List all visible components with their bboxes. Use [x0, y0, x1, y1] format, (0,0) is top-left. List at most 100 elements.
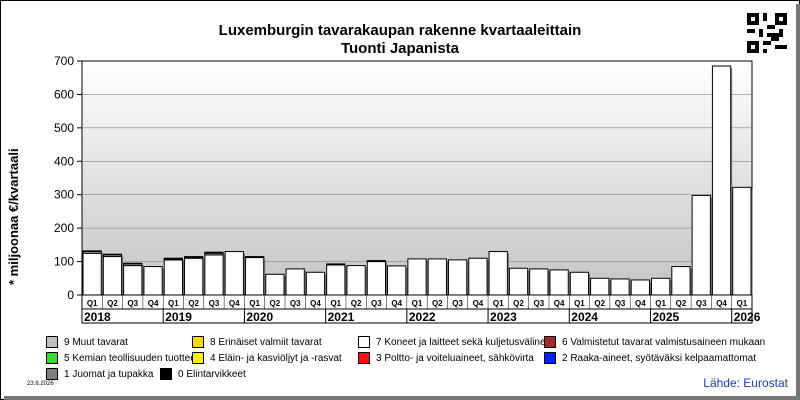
- bar-segment: [285, 268, 305, 296]
- legend-item: 9 Muut tavarat: [46, 336, 128, 348]
- legend-swatch: [544, 336, 556, 348]
- bar-segment: [387, 265, 407, 296]
- quarter-tick-label: Q4: [716, 299, 727, 308]
- bar-segment: [102, 253, 123, 256]
- bar-segment: [305, 271, 326, 296]
- legend-swatch: [160, 368, 172, 380]
- year-tick-label: 2026: [734, 310, 761, 324]
- quarter-tick-label: Q3: [696, 299, 707, 308]
- y-tick-label: 600: [54, 87, 74, 101]
- legend-label: 9 Muut tavarat: [64, 336, 128, 348]
- bar-segment: [569, 271, 590, 296]
- year-band: [81, 308, 753, 324]
- quarter-tick-label: Q1: [168, 299, 179, 308]
- year-tick-label: 2019: [165, 310, 192, 324]
- bar-segment: [204, 251, 224, 254]
- bar-segment: [651, 277, 671, 296]
- quarter-tick-label: Q4: [635, 299, 646, 308]
- bar-segment: [610, 278, 630, 296]
- legend-swatch: [358, 336, 370, 348]
- quarter-tick-label: Q1: [737, 299, 748, 308]
- bar-segment: [711, 65, 732, 296]
- quarter-tick-label: Q4: [554, 299, 565, 308]
- quarter-tick-label: Q1: [655, 299, 666, 308]
- quarter-tick-label: Q1: [574, 299, 585, 308]
- quarter-tick-label: Q1: [249, 299, 260, 308]
- quarter-tick-label: Q2: [107, 299, 118, 308]
- bar-segment: [123, 262, 143, 265]
- bar-segment: [102, 256, 123, 296]
- quarter-tick-label: Q2: [270, 299, 281, 308]
- quarter-tick-label: Q2: [676, 299, 687, 308]
- bar-segment: [691, 194, 711, 296]
- bar-segment: [244, 256, 265, 259]
- y-tick-label: 300: [54, 188, 74, 202]
- quarter-tick-label: Q4: [229, 299, 240, 308]
- bar-segment: [265, 273, 285, 296]
- quarter-tick-label: Q3: [290, 299, 301, 308]
- legend-item: 7 Koneet ja laitteet sekä kuljetusväline…: [358, 336, 554, 348]
- bar-segment: [732, 186, 752, 296]
- legend-label: 5 Kemian teollisuuden tuotteet: [64, 352, 199, 364]
- bar-segment: [549, 269, 569, 296]
- bar-segment: [326, 263, 346, 266]
- y-tick-label: 100: [54, 255, 74, 269]
- year-tick-label: 2020: [246, 310, 273, 324]
- legend-label: 3 Poltto- ja voiteluaineet, sähkövirta: [376, 352, 534, 364]
- legend-item: 1 Juomat ja tupakka: [46, 368, 154, 380]
- quarter-tick-label: Q2: [513, 299, 524, 308]
- legend-label: 2 Raaka-aineet, syötäväksi kelpaamattoma…: [562, 352, 756, 364]
- quarter-tick-label: Q2: [351, 299, 362, 308]
- bar-segment: [366, 260, 387, 263]
- plot-background: [81, 60, 753, 296]
- chart-title: Luxemburgin tavarakaupan rakenne kvartaa…: [218, 22, 582, 39]
- quarter-tick-label: Q3: [452, 299, 463, 308]
- bar-segment: [630, 279, 650, 296]
- bar-segment: [366, 261, 387, 296]
- bar-segment: [468, 257, 488, 296]
- legend-item: 3 Poltto- ja voiteluaineet, sähkövirta: [358, 352, 534, 364]
- legend-label: 4 Eläin- ja kasviöljyt ja -rasvat: [210, 352, 342, 364]
- legend-swatch: [46, 368, 58, 380]
- bar-segment: [326, 264, 346, 296]
- quarter-tick-label: Q2: [188, 299, 199, 308]
- legend-swatch: [192, 352, 204, 364]
- y-tick-label: 700: [54, 54, 74, 68]
- year-tick-label: 2021: [328, 310, 355, 324]
- bar-segment: [244, 257, 265, 296]
- year-tick-label: 2023: [490, 310, 517, 324]
- bar-segment: [346, 265, 366, 296]
- y-tick-label: 200: [54, 221, 74, 235]
- bar-segment: [407, 258, 427, 296]
- date-label: 23.6.2026: [27, 381, 54, 387]
- bar-segment: [427, 258, 447, 296]
- bar-segment: [163, 257, 184, 260]
- bar-segment: [671, 266, 691, 296]
- bar-segment: [488, 251, 508, 296]
- bar-segment: [143, 266, 163, 296]
- quarter-tick-label: Q1: [493, 299, 504, 308]
- quarter-tick-label: Q4: [473, 299, 484, 308]
- legend-label: 6 Valmistetut tavarat valmistusaineen mu…: [562, 336, 766, 348]
- legend-swatch: [544, 352, 556, 364]
- bar-segment: [529, 268, 549, 296]
- legend-label: 0 Elintarvikkeet: [178, 368, 246, 380]
- quarter-tick-label: Q4: [310, 299, 321, 308]
- source-label: Lähde: Eurostat: [703, 376, 788, 390]
- legend-swatch: [192, 336, 204, 348]
- quarter-tick-label: Q1: [87, 299, 98, 308]
- legend-item: 0 Elintarvikkeet: [160, 368, 246, 380]
- quarter-tick-label: Q2: [432, 299, 443, 308]
- y-tick-label: 500: [54, 121, 74, 135]
- quarter-tick-label: Q3: [371, 299, 382, 308]
- year-tick-label: 2018: [84, 310, 111, 324]
- bar-segment: [82, 250, 102, 253]
- legend-item: 4 Eläin- ja kasviöljyt ja -rasvat: [192, 352, 342, 364]
- quarter-tick-label: Q4: [148, 299, 159, 308]
- legend-label: 1 Juomat ja tupakka: [64, 368, 154, 380]
- frame-shadow-right: [796, 4, 800, 400]
- qr-code-icon[interactable]: [747, 13, 787, 53]
- bar-segment: [447, 259, 468, 296]
- bar-segment: [184, 257, 204, 296]
